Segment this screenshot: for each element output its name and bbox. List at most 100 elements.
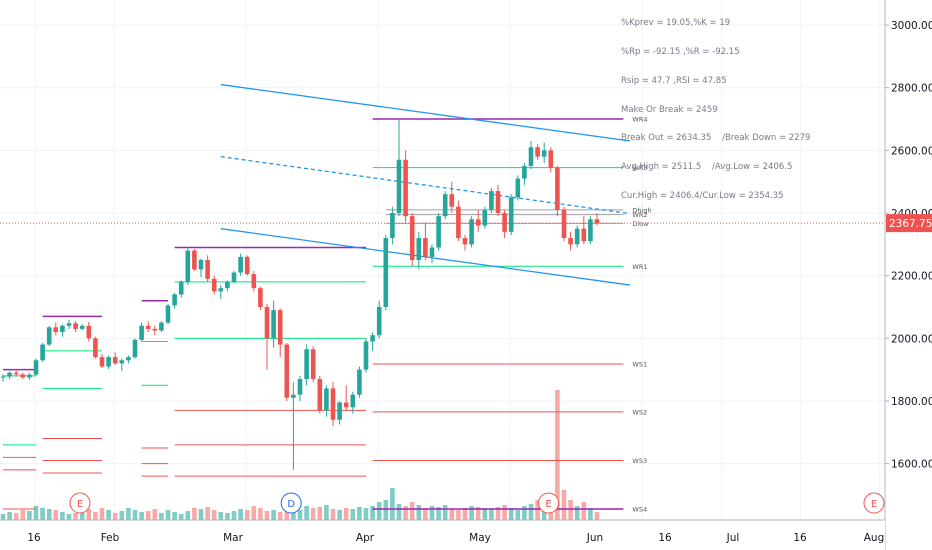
- volume-bar-70: [462, 508, 468, 520]
- volume-bar-73: [482, 508, 488, 520]
- volume-bar-35: [231, 511, 237, 520]
- event-label-0: E: [77, 499, 83, 510]
- candle-body-67: [442, 194, 448, 217]
- event-marker-0: [69, 492, 91, 514]
- candle-body-52: [343, 402, 349, 408]
- time-tick-label-1: Feb: [101, 532, 120, 544]
- level-label-dhigh: Dhigh: [632, 206, 651, 214]
- candle-body-13: [86, 325, 92, 339]
- candle-body-27: [178, 281, 184, 295]
- volume-bar-18: [119, 511, 125, 520]
- candle-body-76: [502, 213, 507, 232]
- volume-bar-69: [456, 510, 461, 520]
- grid: [0, 0, 885, 520]
- time-tick-label-9: Aug: [864, 532, 885, 544]
- candle-body-71: [469, 219, 474, 245]
- time-axis[interactable]: 16 Feb Mar Apr May Jun 16 Jul 16 Aug: [0, 519, 885, 550]
- candle-body-66: [436, 216, 441, 248]
- event-label-3: E: [871, 499, 877, 510]
- volume-bar-74: [489, 509, 494, 520]
- candle-body-83: [548, 150, 554, 168]
- price-tick-label-1: 2800.00: [891, 83, 932, 95]
- event-label-1: D: [287, 499, 295, 510]
- volume-bar-43: [284, 509, 290, 520]
- volume-bar-12: [79, 511, 85, 520]
- volume-bar-37: [244, 510, 250, 520]
- level-label-ws3: WS3: [632, 457, 647, 465]
- volume-bar-75: [495, 507, 501, 520]
- volume-bar-23: [152, 509, 158, 520]
- candle-body-65: [429, 247, 435, 257]
- candle-body-7: [46, 327, 52, 345]
- candle-body-70: [462, 238, 468, 245]
- volume-bar-39: [258, 508, 263, 520]
- volume-bar-4: [27, 511, 32, 520]
- candle-body-17: [112, 357, 118, 364]
- candle-body-40: [264, 306, 270, 339]
- volume-bar-6: [40, 508, 45, 520]
- candle-body-64: [423, 238, 428, 257]
- price-tick-label-4: 2200.00: [891, 271, 932, 283]
- volume-bar-8: [53, 510, 59, 520]
- candle-body-16: [106, 357, 111, 367]
- volume-bar-60: [396, 504, 402, 520]
- price-axis-bg: [885, 0, 932, 550]
- volume-bar-79: [522, 506, 527, 520]
- volume-bar-3: [20, 510, 26, 520]
- volume-bar-24: [159, 513, 164, 520]
- candle-body-58: [383, 238, 389, 307]
- volume-bar-59: [390, 488, 395, 520]
- candle-body-62: [409, 216, 415, 260]
- candle-body-86: [568, 238, 573, 245]
- candle-body-89: [588, 219, 593, 242]
- volume-bar-87: [574, 506, 580, 520]
- candle-body-25: [165, 305, 171, 323]
- candle-body-1: [7, 372, 12, 377]
- volume-bar-13: [86, 509, 92, 520]
- volume-bar-45: [297, 510, 303, 520]
- volume-bar-47: [310, 508, 316, 520]
- last-price-badge: [886, 214, 932, 233]
- candle-body-10: [66, 323, 72, 326]
- volume-bar-85: [561, 490, 567, 520]
- volume-bar-25: [165, 510, 171, 520]
- candle-body-47: [310, 349, 316, 380]
- time-tick-label-7: Jul: [726, 532, 740, 544]
- candle-body-90: [594, 219, 600, 224]
- volume-bar-51: [337, 510, 342, 520]
- volume-bar-78: [515, 510, 521, 520]
- volume-bar-84: [555, 390, 560, 520]
- indicator-info-panel: %Kprev = 19.05,%K = 19 %Rp = -92.15 ,%R …: [621, 0, 810, 211]
- volume-bar-64: [423, 508, 428, 520]
- candle-body-45: [297, 379, 303, 395]
- info-line-rp: %Rp = -92.15 ,%R = -92.15: [621, 46, 740, 57]
- volume-bar-88: [581, 502, 587, 520]
- volume-bar-72: [475, 507, 481, 520]
- volume-bar-57: [376, 502, 382, 520]
- level-label-wr1: WR1: [632, 263, 647, 271]
- candle-body-61: [403, 159, 408, 217]
- volume-bar-86: [568, 500, 573, 520]
- volume-bar-32: [211, 510, 217, 520]
- candle-body-38: [251, 274, 257, 289]
- volume-bar-30: [198, 509, 204, 520]
- candle-body-50: [330, 388, 336, 420]
- candle-body-77: [508, 197, 514, 232]
- event-marker-2: [538, 492, 560, 514]
- volume-bar-29: [192, 508, 197, 520]
- candle-body-84: [555, 167, 560, 210]
- price-tick-label-0: 3000.00: [891, 20, 932, 32]
- info-line-avg: Avg.High = 2511.5 /Avg.Low = 2406.5: [621, 162, 793, 173]
- price-axis[interactable]: 3000.002800.002600.002400.002200.002000.…: [884, 0, 932, 550]
- volume-bar-52: [343, 508, 349, 520]
- channel-line-upper: [220, 83, 631, 142]
- candle-body-85: [561, 209, 567, 239]
- volume-bar-62: [409, 502, 415, 520]
- candle-body-53: [350, 394, 356, 408]
- volume-bar-42: [277, 512, 283, 520]
- volume-bar-56: [370, 506, 375, 520]
- info-line-rsi: Rsip = 47.7 ,RSI = 47.85: [621, 75, 727, 86]
